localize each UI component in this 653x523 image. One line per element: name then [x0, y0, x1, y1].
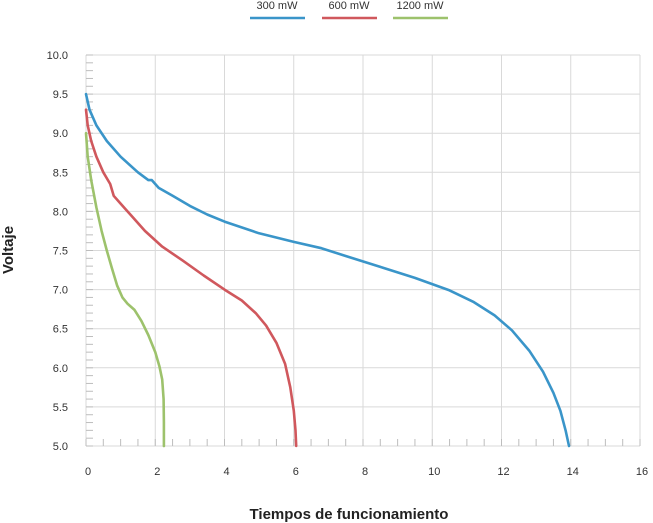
- y-tick-label: 7.0: [53, 285, 68, 297]
- x-tick-labels: 0 2 4 6 8 10 12 14 16: [85, 466, 648, 478]
- legend-label: 600 mW: [329, 0, 371, 12]
- x-tick-label: 4: [223, 466, 229, 478]
- y-tick-labels: 5.0 5.5 6.0 6.5 7.0 7.5 8.0 8.5 9.0 9.5 10.0: [47, 50, 68, 453]
- y-tick-label: 6.5: [53, 324, 68, 336]
- series-line: [84, 131, 166, 448]
- y-tick-label: 8.5: [53, 167, 68, 179]
- series-line: [84, 108, 298, 448]
- y-tick-label: 5.5: [53, 402, 68, 414]
- x-tick-label: 10: [428, 466, 440, 478]
- legend-label: 1200 mW: [396, 0, 444, 12]
- legend: 300 mW 600 mW 1200 mW: [250, 0, 448, 20]
- x-tick-label: 6: [293, 466, 299, 478]
- x-tick-label: 2: [154, 466, 160, 478]
- y-tick-label: 5.0: [53, 441, 68, 453]
- y-tick-label: 10.0: [47, 50, 68, 62]
- series-lines: [84, 92, 571, 448]
- y-tick-label: 9.5: [53, 89, 68, 101]
- legend-label: 300 mW: [257, 0, 299, 12]
- y-axis-title: Voltaje: [0, 226, 17, 274]
- x-axis-title: Tiempos de funcionamiento: [250, 506, 449, 523]
- y-tick-label: 8.0: [53, 206, 68, 218]
- y-tick-label: 6.0: [53, 363, 68, 375]
- y-tick-label: 9.0: [53, 128, 68, 140]
- series-line: [84, 92, 571, 448]
- x-tick-label: 0: [85, 466, 91, 478]
- x-tick-label: 8: [362, 466, 368, 478]
- y-tick-label: 7.5: [53, 246, 68, 258]
- x-tick-label: 16: [636, 466, 648, 478]
- x-tick-label: 14: [567, 466, 579, 478]
- x-tick-label: 12: [497, 466, 509, 478]
